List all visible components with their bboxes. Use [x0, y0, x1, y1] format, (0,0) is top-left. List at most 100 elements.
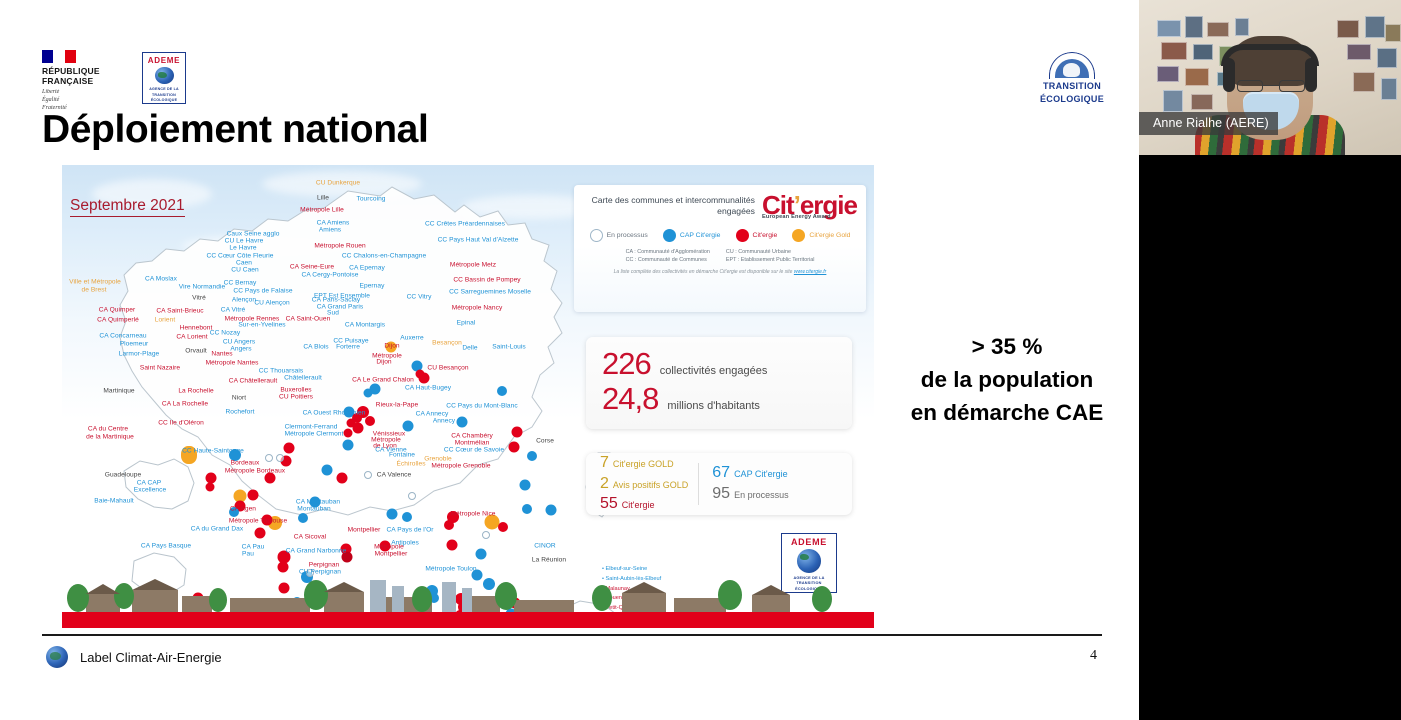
map-marker-processus[interactable]	[482, 531, 490, 539]
map-marker-gold[interactable]	[484, 514, 500, 530]
video-participant-tile[interactable]: Anne Rialhe (AERE)	[1139, 0, 1401, 155]
map-marker-cap[interactable]	[402, 512, 412, 522]
map-label: Orvault	[185, 347, 207, 355]
map-marker-citergie[interactable]	[277, 550, 291, 564]
legend-item-cap[interactable]: CAP Cit'ergie	[662, 228, 720, 242]
ademe-tagline-map: AGENCE DE LA TRANSITION ÉCOLOGIQUE	[793, 575, 825, 591]
map-marker-cap[interactable]	[402, 420, 414, 432]
map-marker-citergie[interactable]	[205, 472, 217, 484]
map-label: CA Sicoval	[293, 533, 327, 541]
legend-item-gold[interactable]: Cit'ergie Gold	[792, 228, 850, 242]
legend-item-processus[interactable]: En processus	[589, 228, 648, 242]
map-marker-cap[interactable]	[343, 406, 355, 418]
map-marker-citergie[interactable]	[511, 426, 523, 438]
map-marker-citergie[interactable]	[352, 413, 362, 423]
map-marker-cap[interactable]	[519, 479, 531, 491]
map-marker-cap[interactable]	[411, 360, 423, 372]
map-marker-cap[interactable]	[229, 507, 239, 517]
map-marker-cap[interactable]	[321, 464, 333, 476]
map-marker-citergie[interactable]	[415, 369, 425, 379]
map-label: de Lyon	[373, 442, 397, 450]
map-marker-gold[interactable]	[385, 341, 397, 353]
map-label: Sud	[327, 309, 339, 317]
map-marker-cap[interactable]	[298, 513, 308, 523]
stat-collectivites-label: collectivités engagées	[659, 365, 768, 377]
map-marker-cap[interactable]	[522, 504, 532, 514]
map-marker-cap[interactable]	[475, 548, 487, 560]
republique-line1: RÉPUBLIQUE	[42, 66, 100, 76]
stats-breakdown-right: 67 CAP Cit'ergie 95 En processus	[698, 463, 789, 505]
map-marker-cap[interactable]	[456, 416, 468, 428]
map-marker-citergie[interactable]	[498, 522, 508, 532]
map-label: Niort	[231, 394, 247, 402]
map-marker-cap[interactable]	[527, 451, 537, 461]
map-label: CC Chalons-en-Champagne	[341, 252, 427, 260]
map-marker-citergie[interactable]	[277, 561, 289, 573]
legend-dot-citergie-icon	[735, 228, 749, 242]
map-marker-gold[interactable]	[181, 446, 197, 464]
map-marker-citergie[interactable]	[205, 482, 215, 492]
citergie-website-link[interactable]: www.citergie.fr	[793, 268, 827, 275]
map-label: Métropole	[374, 543, 404, 551]
map-label: CU Alençon	[254, 299, 290, 307]
map-label: La Rochelle	[178, 387, 214, 395]
abbr-ept: EPT : Etablissement Public Territorial	[725, 256, 815, 263]
map-label: Ploemeur	[119, 340, 149, 348]
map-marker-cap[interactable]	[386, 508, 398, 520]
map-marker-cap[interactable]	[309, 496, 321, 508]
brand-cit: Cit	[761, 190, 795, 220]
map-marker-citergie[interactable]	[508, 441, 520, 453]
map-marker-citergie[interactable]	[341, 551, 353, 563]
map-marker-cap[interactable]	[363, 388, 373, 398]
map-marker-cap[interactable]	[483, 578, 495, 590]
map-label: Montmélian	[454, 439, 490, 447]
map-marker-citergie[interactable]	[365, 416, 375, 426]
map-marker-citergie[interactable]	[446, 539, 458, 551]
map-label: CA La Rochelle	[161, 400, 209, 408]
map-label: CA Moslax	[145, 275, 177, 283]
map-marker-citergie[interactable]	[247, 489, 259, 501]
footnote-item: • Malaunay	[602, 585, 630, 592]
republique-francaise-logo: RÉPUBLIQUE FRANÇAISE Liberté Égalité Fra…	[42, 50, 108, 112]
map-marker-citergie[interactable]	[278, 582, 290, 594]
map-marker-citergie[interactable]	[336, 472, 348, 484]
stat-cap-label: CAP Cit'ergie	[734, 469, 788, 480]
map-marker-citergie[interactable]	[280, 455, 292, 467]
map-marker-cap[interactable]	[429, 593, 439, 603]
map-label: CA Montargis	[344, 321, 386, 329]
map-marker-citergie[interactable]	[379, 540, 391, 552]
map-marker-citergie[interactable]	[254, 527, 266, 539]
map-marker-citergie[interactable]	[234, 500, 246, 512]
map-marker-processus[interactable]	[364, 471, 372, 479]
abbr-cu: CU : Communauté Urbaine	[725, 248, 791, 255]
map-marker-cap[interactable]	[497, 386, 507, 396]
map-marker-citergie[interactable]	[261, 514, 273, 526]
map-label: CU Angers	[222, 338, 256, 346]
map-marker-cap[interactable]	[369, 383, 381, 395]
map-marker-citergie[interactable]	[264, 472, 276, 484]
map-marker-processus[interactable]	[306, 569, 314, 577]
map-marker-citergie[interactable]	[418, 372, 430, 384]
map-marker-citergie[interactable]	[444, 520, 454, 530]
map-marker-processus[interactable]	[276, 454, 284, 462]
map-marker-gold[interactable]	[233, 489, 247, 503]
map-label: Caen	[236, 259, 252, 267]
legend-item-citergie[interactable]: Cit'ergie	[735, 228, 777, 242]
map-label: Corse	[536, 437, 554, 445]
map-marker-processus[interactable]	[265, 454, 273, 462]
map-marker-citergie[interactable]	[346, 418, 356, 428]
map-marker-cap[interactable]	[342, 439, 354, 451]
map-label: Antipoles	[391, 539, 419, 547]
map-marker-cap[interactable]	[229, 449, 241, 461]
map-label: Dijon	[384, 342, 400, 350]
map-label: Pau	[242, 550, 254, 558]
map-marker-cap[interactable]	[471, 569, 483, 581]
map-label: CA Haut-Bugey	[404, 384, 452, 392]
map-marker-cap[interactable]	[545, 504, 557, 516]
map-marker-citergie[interactable]	[283, 442, 295, 454]
map-marker-processus[interactable]	[408, 492, 416, 500]
map-marker-citergie[interactable]	[340, 543, 352, 555]
map-marker-citergie[interactable]	[352, 422, 364, 434]
map-marker-citergie[interactable]	[343, 428, 353, 438]
map-label: CA Montauban	[295, 498, 341, 506]
